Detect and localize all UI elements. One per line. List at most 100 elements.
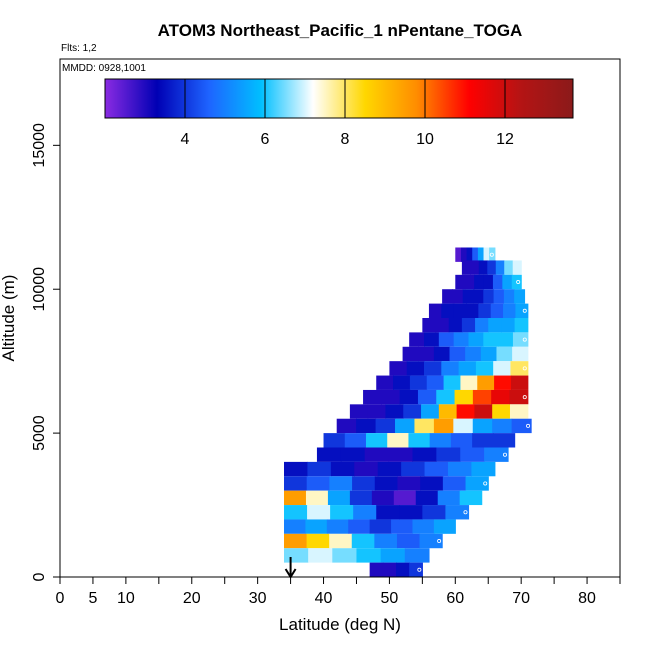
x-tick-label: 0 [56,590,65,607]
heatmap-cell [369,519,392,534]
heatmap-cell [426,375,445,390]
heatmap-cell [409,562,423,577]
heatmap-cell [340,447,366,462]
heatmap-cell [453,303,467,318]
heatmap-cell [399,505,423,520]
heatmap-cell [512,260,522,275]
x-tick-label: 10 [117,590,135,607]
heatmap-cell [483,332,499,347]
heatmap-cell [352,476,376,491]
heatmap-cell [284,490,307,506]
x-tick-label: 30 [249,590,267,607]
heatmap-cell [424,461,449,477]
heatmap-cell [307,505,331,520]
x-tick-label: 60 [446,590,464,607]
heatmap-cell [329,533,353,549]
heatmap-cell [351,533,375,549]
x-tick-label: 50 [381,590,399,607]
colorbar-tick-label: 4 [181,131,190,148]
arrow-down-icon [284,557,297,579]
heatmap-cell [445,505,470,520]
heatmap-cell [495,260,505,275]
heatmap-cell [422,318,437,333]
heatmap-cell [375,418,396,434]
heatmap-cell [429,433,452,448]
x-axis-label: Latitude (deg N) [279,615,401,634]
heatmap-cell [415,490,439,506]
heatmap-cell [472,433,494,448]
heatmap-cell [404,548,430,563]
heatmap-cell [284,548,309,563]
heatmap-bands [284,247,532,577]
heatmap-cell [501,318,516,333]
heatmap-cell [511,418,532,434]
heatmap-cell [474,274,485,290]
heatmap-cell [441,361,460,376]
sample-marker [483,481,488,486]
heatmap-cell [492,274,503,290]
heatmap-cell [471,461,496,477]
heatmap-cell [409,375,428,390]
heatmap-cell [433,519,456,534]
heatmap-cell [435,318,450,333]
heatmap-cell [477,247,485,262]
heatmap-cell [455,274,466,290]
heatmap-cell [514,289,526,304]
heatmap-cell [458,361,477,376]
heatmap-cell [514,318,529,333]
sample-marker [522,366,527,371]
heatmap-cell [414,418,435,434]
heatmap-cell [509,404,529,419]
heatmap-cell [348,519,371,534]
heatmap-cell [329,476,353,491]
heatmap-cell [466,303,479,318]
heatmap-cell [503,303,517,318]
heatmap-cell [454,389,474,405]
heatmap-cell [305,519,328,534]
heatmap-cell [460,447,485,462]
heatmap-cell [316,447,342,462]
heatmap-cell [443,375,462,390]
heatmap-cell [385,404,404,419]
y-axis-label: Altitude (m) [0,275,18,362]
plot-frame [59,58,621,578]
x-tick-label: 80 [578,590,596,607]
heatmap-cell [396,562,410,577]
y-tick-label: 0 [31,572,48,581]
heatmap-cell [428,303,442,318]
x-tick-label: 70 [512,590,530,607]
heatmap-cell [365,433,388,448]
colorbar-tick-label: 8 [341,131,350,148]
heatmap-cell [462,289,474,304]
heatmap-cell [461,260,471,275]
heatmap-cell [472,418,493,434]
heatmap-cell [510,375,529,390]
heatmap-cell [472,389,492,405]
colorbar-tick-label: 12 [496,131,514,148]
sample-markers [417,252,531,572]
heatmap-cell [382,562,397,577]
heatmap-cell [478,260,488,275]
heatmap-cell [478,303,492,318]
heatmap-cell [433,346,451,362]
heatmap-cell [397,476,421,491]
x-tick-label: 20 [183,590,201,607]
heatmap-cell [420,476,444,491]
heatmap-cell [477,375,495,390]
heatmap-cell [408,433,431,448]
heatmap-cell [473,289,484,304]
sample-marker [522,308,527,313]
heatmap-cell [389,361,408,376]
sample-marker [463,510,468,515]
heatmap-cell [474,404,493,419]
heatmap-cell [466,247,473,262]
heatmap-cell [356,548,382,563]
heatmap-cell [393,490,417,506]
heatmap-cell [284,461,309,477]
heatmap-cell [412,519,435,534]
heatmap-cell [504,260,514,275]
heatmap-cell [450,433,473,448]
sample-marker [526,423,531,428]
heatmap-cell [399,389,419,405]
